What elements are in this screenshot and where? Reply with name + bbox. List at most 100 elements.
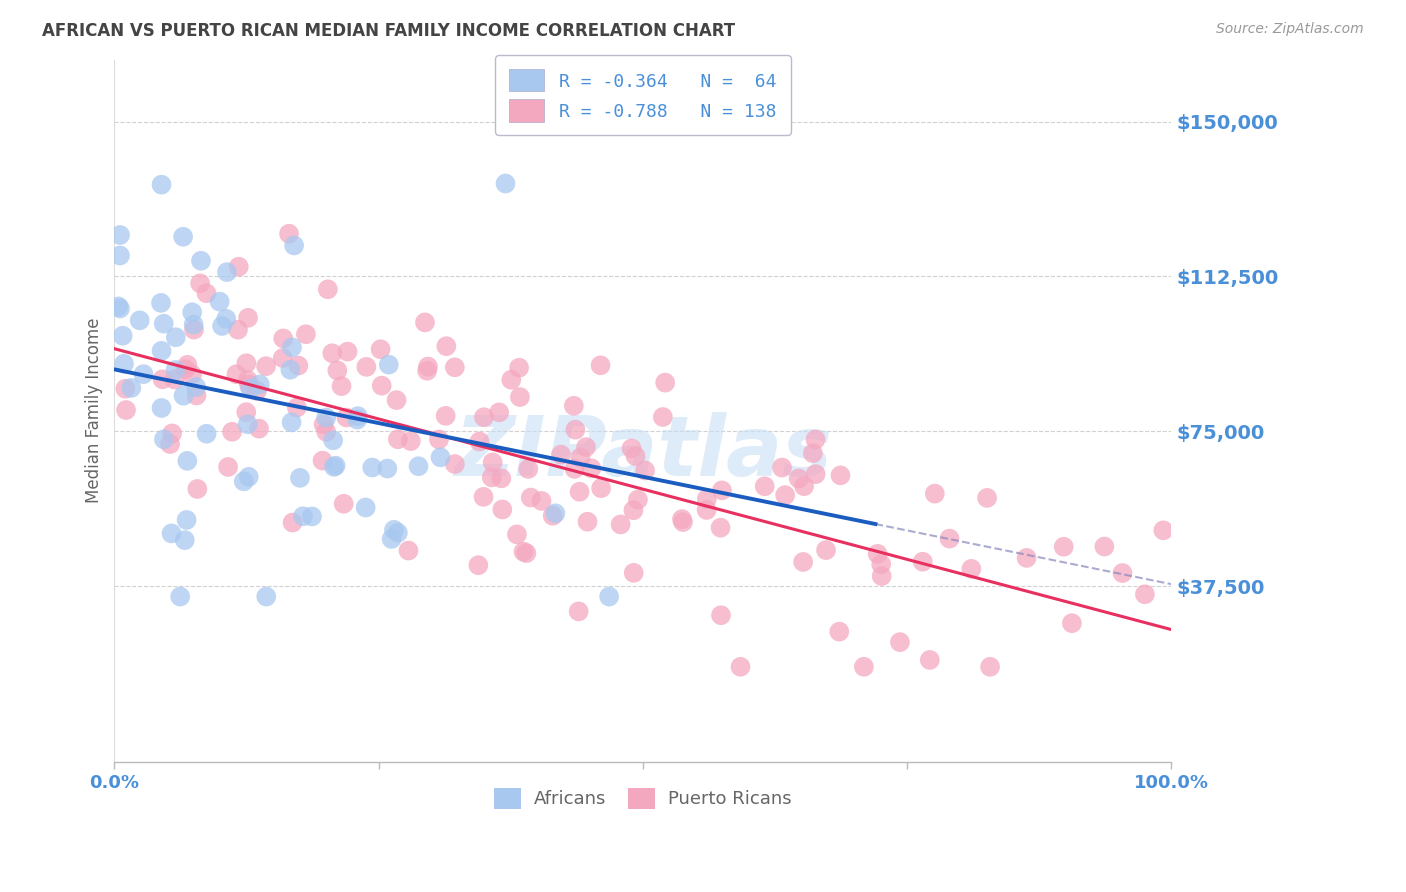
Point — [924, 486, 946, 500]
Point — [495, 177, 517, 191]
Point — [325, 458, 347, 473]
Point — [472, 410, 495, 425]
Point — [190, 253, 212, 268]
Point — [870, 558, 893, 572]
Point — [152, 372, 174, 386]
Point — [271, 351, 294, 365]
Point — [427, 433, 450, 447]
Point — [517, 462, 540, 476]
Point — [589, 359, 612, 373]
Point — [235, 405, 257, 419]
Point — [828, 624, 851, 639]
Point — [221, 425, 243, 439]
Point — [938, 532, 960, 546]
Point — [1060, 616, 1083, 631]
Point — [108, 301, 131, 316]
Point — [312, 417, 335, 432]
Point — [150, 401, 173, 415]
Point — [132, 367, 155, 381]
Point — [114, 382, 136, 396]
Point — [291, 509, 314, 524]
Point — [399, 434, 422, 448]
Point — [215, 311, 238, 326]
Point — [710, 483, 733, 498]
Point — [311, 453, 333, 467]
Point — [225, 367, 247, 381]
Point — [387, 525, 409, 540]
Y-axis label: Median Family Income: Median Family Income — [86, 318, 103, 503]
Point — [624, 449, 647, 463]
Point — [918, 653, 941, 667]
Point — [108, 248, 131, 262]
Point — [152, 317, 174, 331]
Point — [246, 384, 269, 398]
Point — [801, 446, 824, 460]
Point — [434, 409, 457, 423]
Point — [195, 286, 218, 301]
Point — [236, 310, 259, 325]
Point — [519, 491, 541, 505]
Point — [354, 500, 377, 515]
Point — [1015, 550, 1038, 565]
Point — [150, 296, 173, 310]
Point — [481, 470, 503, 484]
Point — [472, 490, 495, 504]
Point — [911, 555, 934, 569]
Point — [804, 467, 827, 482]
Point — [569, 450, 592, 465]
Point — [793, 479, 815, 493]
Point — [709, 521, 731, 535]
Point — [150, 178, 173, 192]
Point — [804, 433, 827, 447]
Point — [598, 590, 620, 604]
Point — [323, 459, 346, 474]
Point — [163, 372, 186, 386]
Point — [107, 300, 129, 314]
Legend: Africans, Puerto Ricans: Africans, Puerto Ricans — [486, 780, 799, 816]
Point — [564, 423, 586, 437]
Point — [976, 491, 998, 505]
Point — [315, 410, 337, 425]
Point — [254, 590, 277, 604]
Point — [188, 277, 211, 291]
Point — [381, 532, 404, 546]
Point — [285, 401, 308, 415]
Point — [249, 377, 271, 392]
Point — [278, 362, 301, 376]
Point — [627, 492, 650, 507]
Point — [181, 368, 204, 382]
Point — [710, 608, 733, 623]
Point — [550, 448, 572, 462]
Point — [226, 323, 249, 337]
Point — [346, 412, 368, 426]
Point — [562, 399, 585, 413]
Point — [287, 359, 309, 373]
Point — [467, 558, 489, 573]
Point — [443, 360, 465, 375]
Point — [575, 440, 598, 454]
Point — [1133, 587, 1156, 601]
Point — [609, 517, 631, 532]
Point — [623, 566, 645, 580]
Point — [651, 409, 673, 424]
Point — [208, 294, 231, 309]
Point — [322, 434, 344, 448]
Point — [654, 376, 676, 390]
Point — [235, 356, 257, 370]
Point — [591, 481, 613, 495]
Point — [316, 282, 339, 296]
Point — [239, 382, 262, 396]
Point — [620, 442, 643, 456]
Point — [377, 461, 399, 475]
Point — [429, 450, 451, 465]
Point — [416, 359, 439, 374]
Point — [281, 340, 304, 354]
Point — [1152, 524, 1174, 538]
Point — [866, 547, 889, 561]
Point — [160, 526, 183, 541]
Point — [754, 479, 776, 493]
Point — [112, 357, 135, 371]
Point — [169, 590, 191, 604]
Point — [378, 358, 401, 372]
Point — [1092, 540, 1115, 554]
